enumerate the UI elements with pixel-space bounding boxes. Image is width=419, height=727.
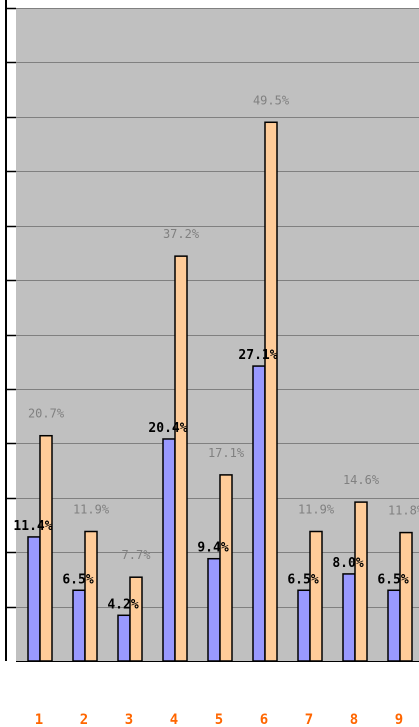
series-2-bar	[399, 531, 413, 662]
series-1-value-label: 6.5%	[62, 572, 93, 587]
series-2-value-label: 37.2%	[163, 227, 200, 241]
series-2-value-label: 20.7%	[28, 407, 65, 421]
series-2-bar	[174, 255, 188, 662]
value-labels: 20.7% 11.4% 11.9% 6.5% 7.7% 4.2% 37.2% 20.4% 17.…	[13, 93, 419, 612]
category-label: 1	[35, 712, 43, 727]
bars	[27, 121, 413, 662]
series-1-bar	[252, 365, 266, 662]
series-2-bar	[309, 530, 323, 662]
series-1-value-label: 6.5%	[377, 572, 408, 587]
series-2-bar	[354, 501, 368, 662]
series-2-value-label: 7.7%	[122, 548, 152, 562]
series-1-bar	[72, 589, 86, 662]
series-1-bar	[387, 589, 401, 662]
series-1-value-label: 4.2%	[107, 597, 138, 612]
series-1-value-label: 6.5%	[287, 572, 318, 587]
category-label: 7	[305, 712, 313, 727]
series-1-value-label: 20.4%	[148, 421, 187, 436]
series-2-bar	[129, 576, 143, 662]
series-2-bar	[219, 474, 233, 662]
series-1-value-label: 27.1%	[238, 348, 277, 363]
series-1-bar	[27, 536, 41, 662]
series-1-bar	[162, 438, 176, 662]
series-2-bar	[39, 434, 53, 662]
y-axis-ticks	[6, 7, 16, 609]
series-1-bar	[117, 614, 131, 662]
category-label: 4	[170, 712, 178, 727]
category-label: 6	[260, 712, 268, 727]
series-1-bar	[207, 557, 221, 662]
series-2-value-label: 11.9%	[73, 502, 110, 516]
series-1-value-label: 11.4%	[13, 519, 52, 534]
category-label: 8	[350, 712, 358, 727]
series-2-value-label: 11.8%	[388, 504, 419, 518]
gridlines	[16, 8, 419, 662]
category-label: 3	[125, 712, 133, 727]
series-2-bar	[264, 121, 278, 662]
series-1-bar	[297, 589, 311, 662]
series-1-value-label: 8.0%	[332, 556, 363, 571]
series-2-value-label: 14.6%	[343, 473, 380, 487]
series-1-bar	[342, 573, 356, 662]
series-2-value-label: 11.9%	[298, 502, 335, 516]
series-2-bar	[84, 530, 98, 662]
series-2-value-label: 49.5%	[253, 93, 290, 107]
series-1-value-label: 9.4%	[197, 541, 228, 556]
series-2-value-label: 17.1%	[208, 446, 245, 460]
category-label: 5	[215, 712, 223, 727]
category-label: 9	[395, 712, 403, 727]
category-label: 2	[80, 712, 88, 727]
category-labels: 1 2 3 4 5 6 7 8 9	[35, 712, 403, 727]
